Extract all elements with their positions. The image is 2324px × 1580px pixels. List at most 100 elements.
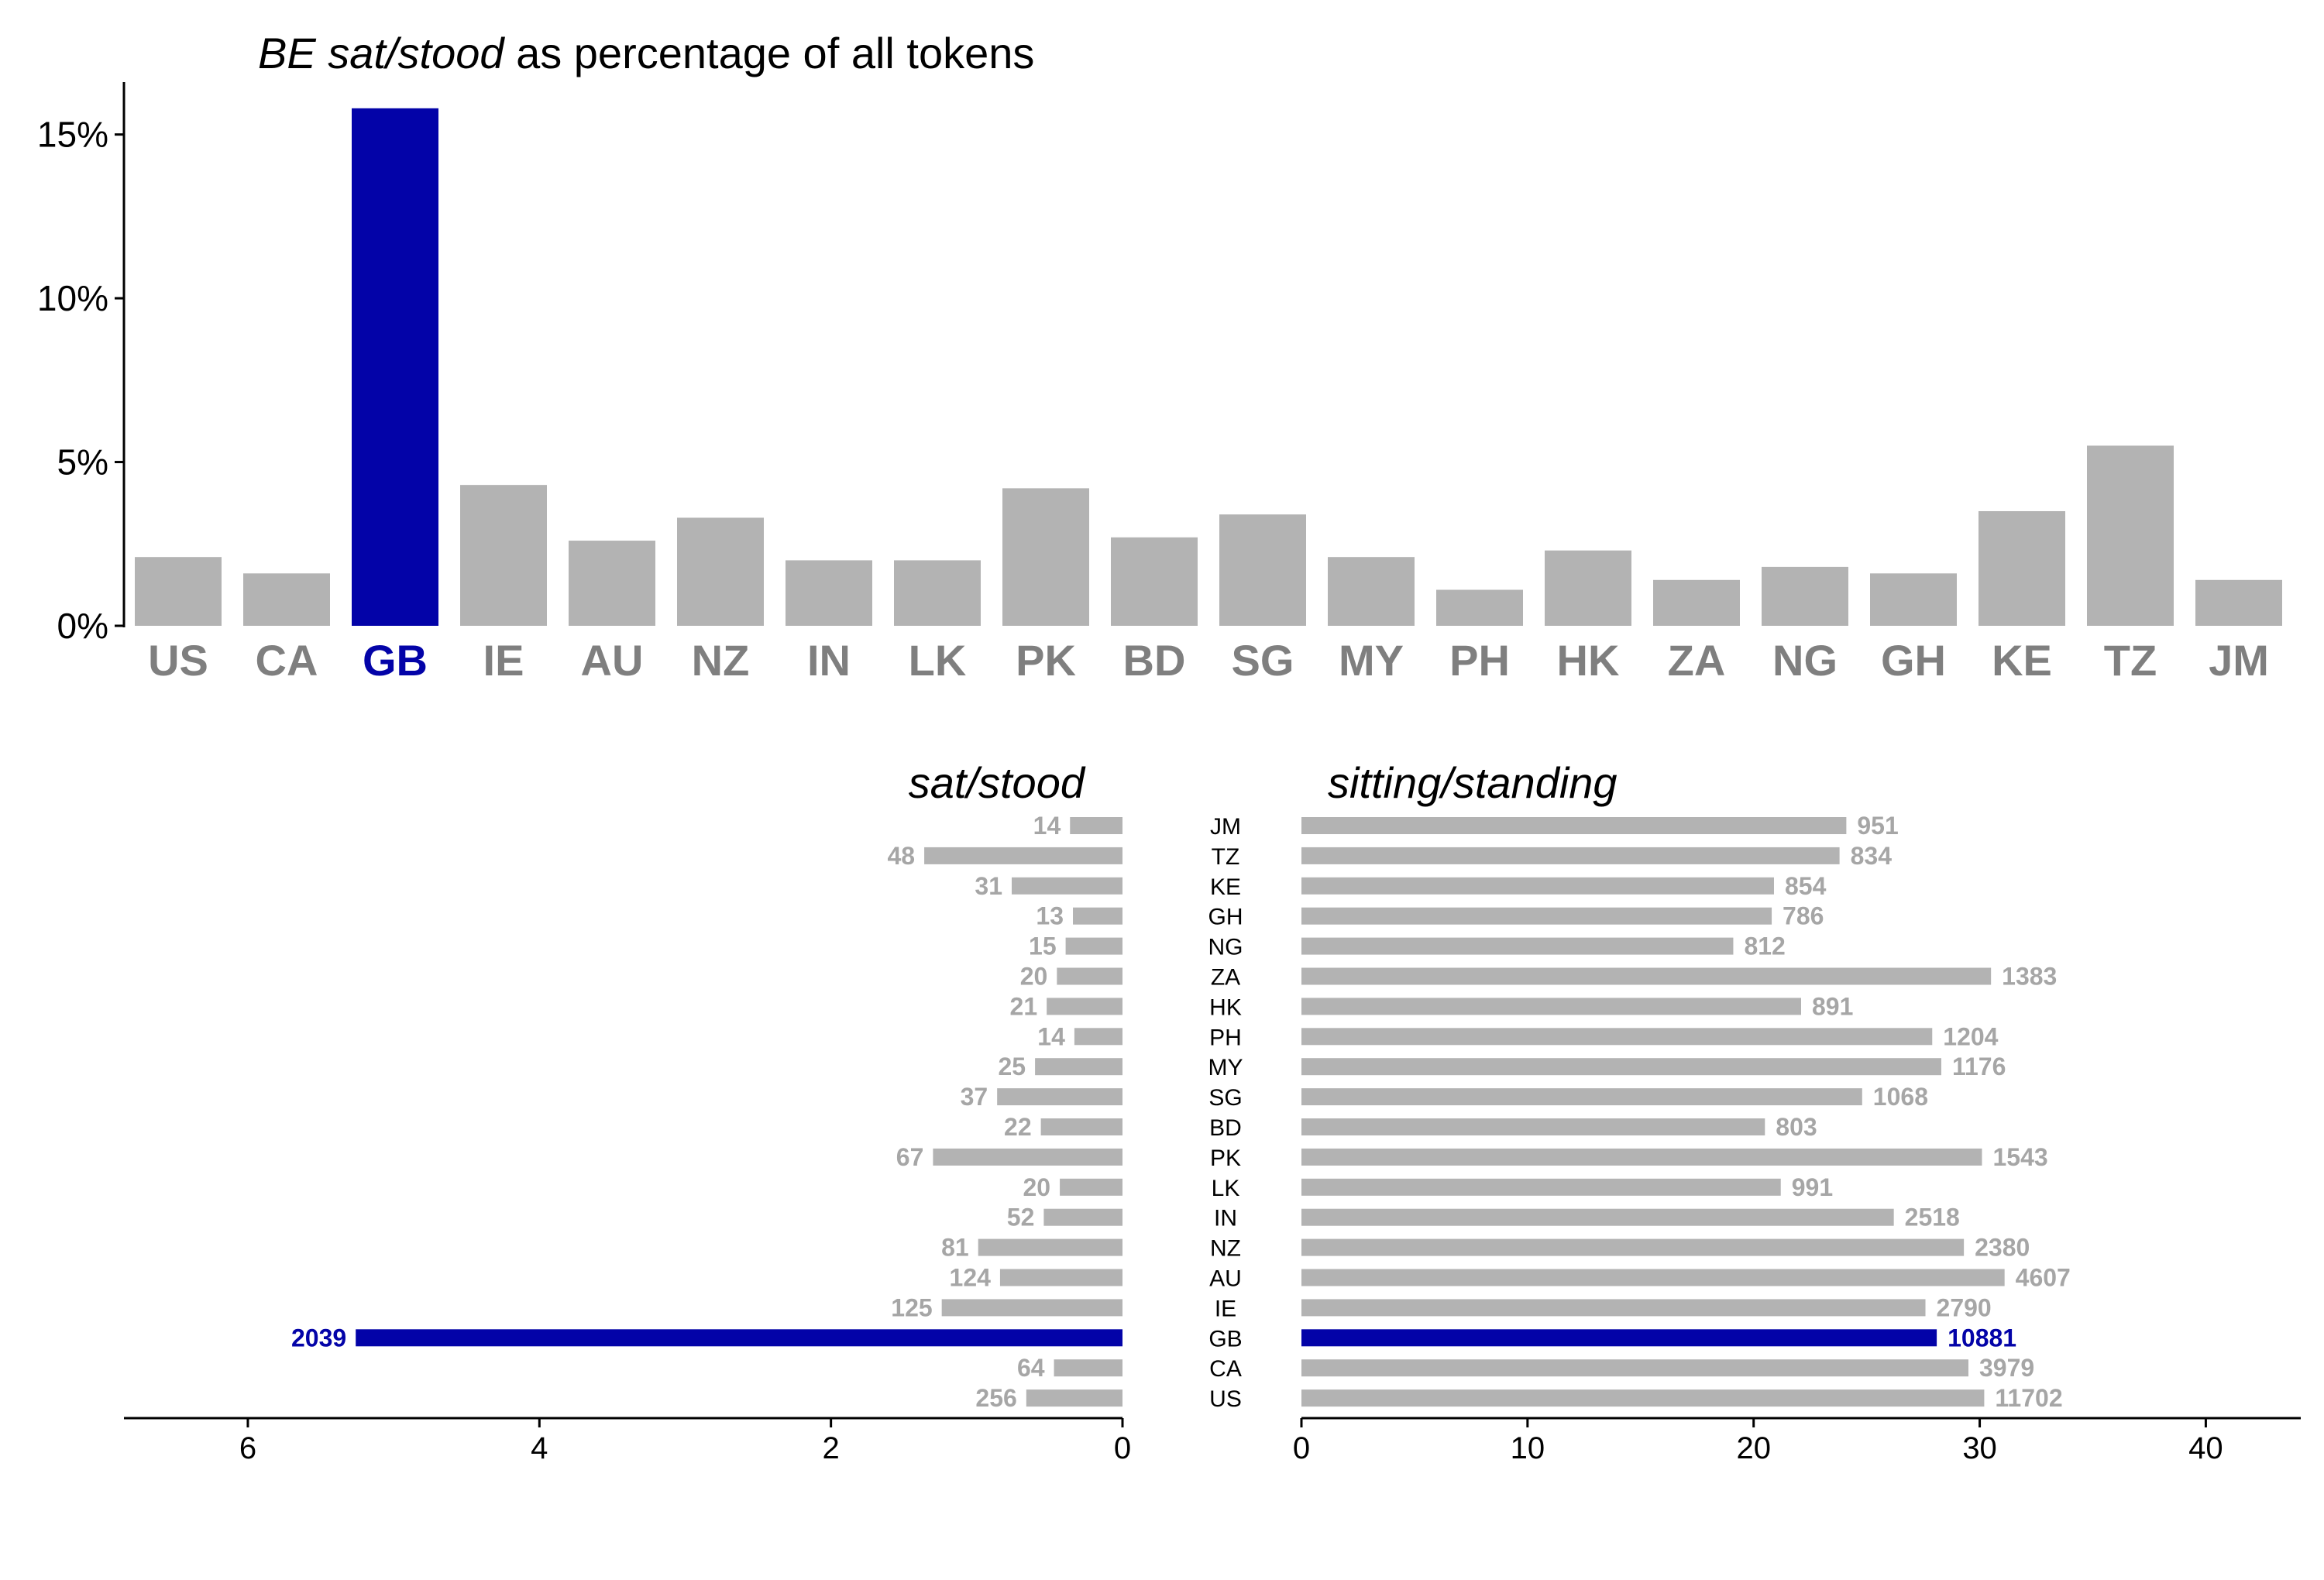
top-x-labels: US CA GB IE AU NZ IN LK PK BD SG MY PH HK ZA NG GH KE TZ JM xyxy=(148,636,2269,685)
sat-stood-count-gh: 13 xyxy=(1036,902,1064,930)
sat-stood-bar-bd xyxy=(1040,1118,1122,1135)
top-x-label-jm: JM xyxy=(2209,636,2269,685)
country-label-ke: KE xyxy=(1210,874,1241,900)
top-bar-pk xyxy=(1002,488,1089,626)
country-label-us: US xyxy=(1209,1386,1242,1412)
sitting-standing-count-ph: 1204 xyxy=(1943,1022,1998,1050)
sat-stood-count-gb: 2039 xyxy=(291,1324,346,1352)
sitting-standing-count-lk: 991 xyxy=(1792,1173,1833,1201)
top-x-label-ng: NG xyxy=(1772,636,1838,685)
top-bar-us xyxy=(135,557,222,626)
sat-stood-count-hk: 21 xyxy=(1010,992,1038,1020)
sat-stood-count-jm: 14 xyxy=(1033,812,1061,840)
sitting-standing-bar-gh xyxy=(1301,907,1772,925)
top-chart-title: BE sat/stood as percentage of all tokens xyxy=(258,29,1034,77)
sitting-standing-bar-my xyxy=(1301,1058,1941,1076)
sitting-standing-count-my: 1176 xyxy=(1952,1053,2006,1080)
sat-stood-bar-jm xyxy=(1070,817,1122,834)
sat-stood-count-ca: 64 xyxy=(1017,1354,1045,1382)
sat-stood-bar-ph xyxy=(1074,1028,1122,1046)
sitting-standing-bar-us xyxy=(1301,1389,1985,1407)
top-y-tick-label: 0% xyxy=(57,606,108,646)
sat-stood-count-my: 25 xyxy=(999,1053,1026,1080)
sat-stood-x-axis: 0 2 4 6 xyxy=(124,1417,1131,1465)
sitting-standing-count-hk: 891 xyxy=(1812,992,1853,1020)
sat-stood-count-bd: 22 xyxy=(1004,1113,1032,1141)
top-bars xyxy=(135,108,2282,627)
sitting-standing-bar-in xyxy=(1301,1208,1894,1226)
sitting-standing-count-sg: 1068 xyxy=(1873,1083,1928,1111)
sitting-standing-count-ke: 854 xyxy=(1785,872,1827,900)
country-labels: US CA GB IE AU NZ IN LK PK BD SG MY PH HK ZA NG GH KE TZ JM xyxy=(1208,814,1243,1412)
top-x-label-au: AU xyxy=(581,636,644,685)
top-x-label-lk: LK xyxy=(909,636,967,685)
sat-stood-x-tick-label: 6 xyxy=(239,1431,256,1465)
sitting-standing-x-tick-label: 30 xyxy=(1962,1431,1997,1465)
top-bar-za xyxy=(1653,579,1740,626)
country-label-hk: HK xyxy=(1209,994,1242,1020)
top-bar-ie xyxy=(460,485,547,626)
sitting-standing-bar-za xyxy=(1301,967,1992,985)
top-y-tick-label: 10% xyxy=(37,278,108,318)
top-chart-title-rest: as percentage of all tokens xyxy=(504,29,1035,77)
sat-stood-bar-nz xyxy=(978,1238,1122,1256)
sat-stood-bar-ca xyxy=(1054,1359,1122,1377)
sat-stood-count-us: 256 xyxy=(975,1384,1016,1412)
top-bar-my xyxy=(1328,557,1415,626)
top-x-label-ph: PH xyxy=(1449,636,1510,685)
sat-stood-bar-lk xyxy=(1060,1178,1122,1196)
country-label-my: MY xyxy=(1208,1055,1243,1080)
sat-stood-count-au: 124 xyxy=(950,1264,992,1292)
sitting-standing-bar-sg xyxy=(1301,1088,1862,1106)
sat-stood-bar-ke xyxy=(1011,877,1122,895)
sitting-standing-count-ie: 2790 xyxy=(1937,1293,1992,1321)
top-x-label-my: MY xyxy=(1339,636,1404,685)
top-bar-jm xyxy=(2195,579,2282,626)
sitting-standing-bar-ie xyxy=(1301,1299,1926,1317)
top-bar-hk xyxy=(1545,550,1631,626)
top-x-label-za: ZA xyxy=(1668,636,1726,685)
sitting-standing-x-tick-label: 20 xyxy=(1736,1431,1771,1465)
top-y-tick-label: 5% xyxy=(57,442,108,483)
sat-stood-chart: sat/stood 256642039125124815220672237251… xyxy=(124,758,1131,1465)
top-x-label-nz: NZ xyxy=(692,636,750,685)
top-x-label-pk: PK xyxy=(1016,636,1076,685)
sat-stood-title: sat/stood xyxy=(909,758,1086,807)
sat-stood-count-ke: 31 xyxy=(975,872,1002,900)
sitting-standing-bar-nz xyxy=(1301,1238,1965,1256)
sitting-standing-count-us: 11702 xyxy=(1995,1384,2062,1412)
sitting-standing-count-gb: 10881 xyxy=(1948,1324,2016,1352)
sitting-standing-count-au: 4607 xyxy=(2016,1264,2071,1292)
sitting-standing-bar-bd xyxy=(1301,1118,1765,1135)
sat-stood-count-za: 20 xyxy=(1020,963,1048,991)
sitting-standing-count-ca: 3979 xyxy=(1979,1354,2034,1382)
sitting-standing-bar-ca xyxy=(1301,1359,1968,1377)
country-label-jm: JM xyxy=(1210,814,1241,840)
sat-stood-bars: 2566420391251248152206722372514212015133… xyxy=(291,812,1122,1412)
sitting-standing-bar-ng xyxy=(1301,937,1734,955)
country-label-ca: CA xyxy=(1209,1356,1242,1382)
top-x-label-us: US xyxy=(148,636,208,685)
top-x-label-hk: HK xyxy=(1557,636,1620,685)
top-bar-in xyxy=(786,560,872,626)
top-y-tick-label: 15% xyxy=(37,115,108,155)
top-x-label-in: IN xyxy=(807,636,851,685)
sat-stood-bar-gh xyxy=(1073,907,1122,925)
country-label-lk: LK xyxy=(1212,1176,1240,1201)
sitting-standing-count-jm: 951 xyxy=(1857,812,1898,840)
top-x-label-gh: GH xyxy=(1881,636,1946,685)
sitting-standing-count-in: 2518 xyxy=(1905,1204,1960,1231)
country-label-sg: SG xyxy=(1208,1085,1242,1111)
sitting-standing-count-tz: 834 xyxy=(1851,842,1893,870)
sat-stood-count-ng: 15 xyxy=(1029,933,1057,960)
country-label-in: IN xyxy=(1214,1206,1237,1231)
top-x-label-bd: BD xyxy=(1123,636,1186,685)
sitting-standing-bar-hk xyxy=(1301,998,1801,1015)
sat-stood-count-lk: 20 xyxy=(1023,1173,1050,1201)
top-x-label-gb: GB xyxy=(363,636,428,685)
top-x-label-sg: SG xyxy=(1232,636,1294,685)
top-bar-gb xyxy=(352,108,438,627)
sat-stood-count-ie: 125 xyxy=(891,1293,932,1321)
country-label-bd: BD xyxy=(1209,1115,1242,1141)
sat-stood-bar-ie xyxy=(941,1299,1122,1317)
